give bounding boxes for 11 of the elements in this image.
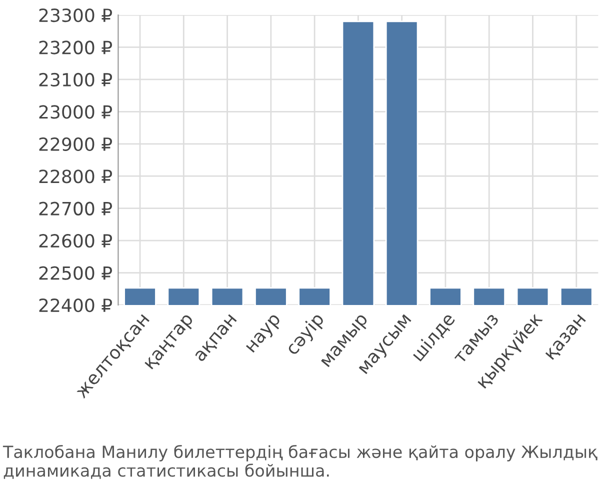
text: Таклобана Манилу билеттердің бағасы және қайта оралу Жылдық динамикада статистикасы бойынша.: [2, 444, 598, 479]
y-tick-label: 22600 ₽: [39, 234, 112, 248]
y-tick-label: 22400 ₽: [39, 298, 112, 312]
y-tick-label: 22800 ₽: [39, 170, 112, 184]
y-tick-label: 22500 ₽: [39, 266, 112, 280]
y-tick-label: 23000 ₽: [39, 105, 112, 119]
y-tick-label: 23100 ₽: [39, 72, 112, 87]
y-tick-label: 22700 ₽: [39, 202, 112, 216]
y-tick-label: 23300 ₽: [39, 8, 112, 22]
y-tick-label: 22900 ₽: [39, 137, 112, 152]
y-tick-label: 23200 ₽: [39, 40, 112, 54]
